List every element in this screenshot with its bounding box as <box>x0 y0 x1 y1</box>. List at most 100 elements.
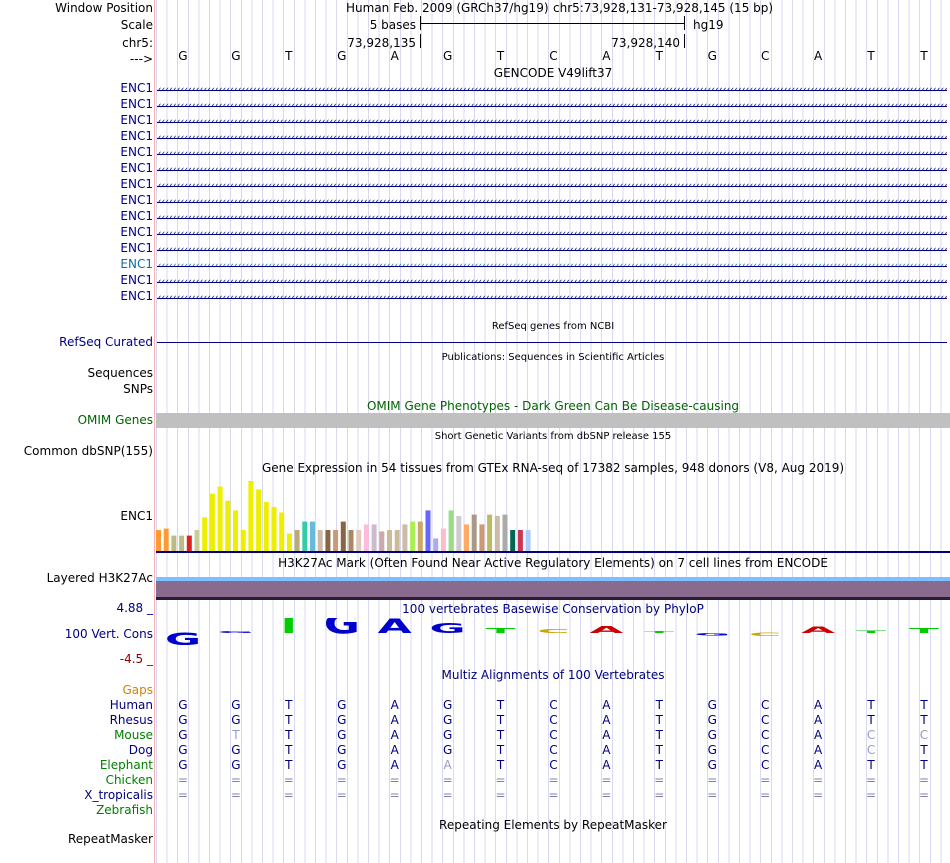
gencode-transcript-label[interactable]: ENC1 <box>120 97 153 111</box>
gtex-gene-label[interactable]: ENC1 <box>120 509 153 523</box>
gtex-tissue-bar[interactable] <box>248 481 254 551</box>
gtex-tissue-bar[interactable] <box>333 530 339 551</box>
gtex-tissue-bar[interactable] <box>356 530 362 551</box>
gencode-transcript-label[interactable]: ENC1 <box>120 241 153 255</box>
gtex-tissue-bar[interactable] <box>464 524 469 551</box>
gtex-tissue-bar[interactable] <box>487 514 493 551</box>
repeatmasker-label[interactable]: RepeatMasker <box>67 832 153 846</box>
phylop-track-label[interactable]: 100 Vert. Cons <box>64 627 153 641</box>
gtex-tissue-bar[interactable] <box>217 486 223 551</box>
gtex-tissue-bar[interactable] <box>363 524 369 551</box>
species-label[interactable]: Rhesus <box>109 713 153 727</box>
gtex-tissue-bar[interactable] <box>348 530 354 551</box>
gtex-tissue-bar[interactable] <box>510 530 516 551</box>
gencode-transcript-strand[interactable]: ‹‹‹‹‹‹‹‹‹‹‹‹‹‹‹‹‹‹‹‹‹‹‹‹‹‹‹‹‹‹‹‹‹‹‹‹‹‹‹‹… <box>157 293 947 303</box>
gtex-tissue-bar[interactable] <box>286 533 292 552</box>
gencode-transcript-strand[interactable]: ‹‹‹‹‹‹‹‹‹‹‹‹‹‹‹‹‹‹‹‹‹‹‹‹‹‹‹‹‹‹‹‹‹‹‹‹‹‹‹‹… <box>157 229 947 239</box>
gtex-tissue-bar[interactable] <box>379 531 385 551</box>
snps-label[interactable]: SNPs <box>123 382 153 396</box>
gencode-transcript-label[interactable]: ENC1 <box>120 193 153 207</box>
gtex-tissue-bar[interactable] <box>233 510 238 551</box>
gtex-tissue-bar[interactable] <box>410 521 416 551</box>
gtex-tissue-bar[interactable] <box>256 489 262 551</box>
gtex-tissue-bar[interactable] <box>240 530 246 551</box>
gtex-bar-chart[interactable] <box>156 476 950 554</box>
gencode-transcript-strand[interactable]: ‹‹‹‹‹‹‹‹‹‹‹‹‹‹‹‹‹‹‹‹‹‹‹‹‹‹‹‹‹‹‹‹‹‹‹‹‹‹‹‹… <box>157 101 947 111</box>
gencode-transcript-label[interactable]: ENC1 <box>120 129 153 143</box>
gtex-tissue-bar[interactable] <box>417 521 423 551</box>
gtex-tissue-bar[interactable] <box>194 530 200 551</box>
gtex-tissue-bar[interactable] <box>440 528 446 551</box>
gencode-transcript-label[interactable]: ENC1 <box>120 289 153 303</box>
species-label[interactable]: Elephant <box>99 758 153 772</box>
gencode-transcript-label[interactable]: ENC1 <box>120 273 153 287</box>
gencode-transcript-label[interactable]: ENC1 <box>120 145 153 159</box>
gtex-tissue-bar[interactable] <box>271 506 277 551</box>
sequences-label[interactable]: Sequences <box>87 366 153 380</box>
species-label[interactable]: Mouse <box>114 728 153 742</box>
gtex-tissue-bar[interactable] <box>202 517 208 551</box>
gtex-tissue-bar[interactable] <box>502 514 508 551</box>
gtex-tissue-bar[interactable] <box>163 528 169 551</box>
species-label[interactable]: Zebrafish <box>96 803 153 817</box>
strand-label[interactable]: ---> <box>129 52 153 66</box>
gencode-transcript-label[interactable]: ENC1 <box>120 81 153 95</box>
gtex-tissue-bar[interactable] <box>425 510 431 551</box>
gencode-transcript-strand[interactable]: ‹‹‹‹‹‹‹‹‹‹‹‹‹‹‹‹‹‹‹‹‹‹‹‹‹‹‹‹‹‹‹‹‹‹‹‹‹‹‹‹… <box>157 181 947 191</box>
gtex-tissue-bar[interactable] <box>471 514 477 551</box>
gtex-tissue-bar[interactable] <box>186 535 192 551</box>
gtex-tissue-bar[interactable] <box>448 510 454 551</box>
gtex-tissue-bar[interactable] <box>494 516 500 551</box>
gtex-tissue-bar[interactable] <box>209 493 215 551</box>
gtex-tissue-bar[interactable] <box>340 521 346 551</box>
gtex-tissue-bar[interactable] <box>517 530 523 551</box>
gtex-tissue-bar[interactable] <box>387 530 392 551</box>
gtex-tissue-bar[interactable] <box>294 530 300 551</box>
refseq-gene-line[interactable] <box>157 342 947 343</box>
gencode-transcript-label[interactable]: ENC1 <box>120 257 153 271</box>
gencode-transcript-strand[interactable]: ‹‹‹‹‹‹‹‹‹‹‹‹‹‹‹‹‹‹‹‹‹‹‹‹‹‹‹‹‹‹‹‹‹‹‹‹‹‹‹‹… <box>157 117 947 127</box>
gtex-tissue-bar[interactable] <box>171 535 177 551</box>
gencode-transcript-label[interactable]: ENC1 <box>120 209 153 223</box>
gencode-transcript-label[interactable]: ENC1 <box>120 225 153 239</box>
gtex-tissue-bar[interactable] <box>263 502 269 551</box>
gtex-tissue-bar[interactable] <box>179 535 185 551</box>
gencode-transcript-label[interactable]: ENC1 <box>120 113 153 127</box>
gaps-label[interactable]: Gaps <box>122 683 153 697</box>
gtex-tissue-bar[interactable] <box>225 500 231 551</box>
h3k27ac-signal-top[interactable] <box>156 577 950 581</box>
gtex-tissue-bar[interactable] <box>156 530 161 551</box>
gencode-transcript-strand[interactable]: ‹‹‹‹‹‹‹‹‹‹‹‹‹‹‹‹‹‹‹‹‹‹‹‹‹‹‹‹‹‹‹‹‹‹‹‹‹‹‹‹… <box>157 133 947 143</box>
gencode-transcript-strand[interactable]: ‹‹‹‹‹‹‹‹‹‹‹‹‹‹‹‹‹‹‹‹‹‹‹‹‹‹‹‹‹‹‹‹‹‹‹‹‹‹‹‹… <box>157 165 947 175</box>
species-label[interactable]: Dog <box>128 743 153 757</box>
gtex-tissue-bar[interactable] <box>279 512 285 552</box>
layered-h3k27ac-label[interactable]: Layered H3K27Ac <box>46 571 153 585</box>
species-label[interactable]: X_tropicalis <box>84 788 153 802</box>
phylop-logo[interactable]: G G T G A G T C A TG C A T T <box>156 618 950 648</box>
gencode-transcript-label[interactable]: ENC1 <box>120 177 153 191</box>
common-dbsnp-label[interactable]: Common dbSNP(155) <box>23 444 153 458</box>
refseq-curated-label[interactable]: RefSeq Curated <box>59 335 153 349</box>
gencode-transcript-strand[interactable]: ‹‹‹‹‹‹‹‹‹‹‹‹‹‹‹‹‹‹‹‹‹‹‹‹‹‹‹‹‹‹‹‹‹‹‹‹‹‹‹‹… <box>157 213 947 223</box>
species-label[interactable]: Chicken <box>105 773 153 787</box>
gencode-transcript-label[interactable]: ENC1 <box>120 161 153 175</box>
gtex-tissue-bar[interactable] <box>325 530 331 551</box>
gtex-tissue-bar[interactable] <box>525 530 531 551</box>
gtex-tissue-bar[interactable] <box>371 524 377 551</box>
gtex-tissue-bar[interactable] <box>433 538 439 551</box>
gtex-tissue-bar[interactable] <box>402 524 408 551</box>
gtex-tissue-bar[interactable] <box>456 516 462 551</box>
omim-genes-label[interactable]: OMIM Genes <box>77 413 153 427</box>
omim-gene-bar[interactable] <box>156 413 950 428</box>
gtex-tissue-bar[interactable] <box>317 530 323 551</box>
gencode-transcript-strand[interactable]: ‹‹‹‹‹‹‹‹‹‹‹‹‹‹‹‹‹‹‹‹‹‹‹‹‹‹‹‹‹‹‹‹‹‹‹‹‹‹‹‹… <box>157 261 947 271</box>
gtex-tissue-bar[interactable] <box>302 521 308 551</box>
gtex-tissue-bar[interactable] <box>394 530 400 551</box>
gencode-transcript-strand[interactable]: ‹‹‹‹‹‹‹‹‹‹‹‹‹‹‹‹‹‹‹‹‹‹‹‹‹‹‹‹‹‹‹‹‹‹‹‹‹‹‹‹… <box>157 85 947 95</box>
gtex-tissue-bar[interactable] <box>479 524 485 551</box>
gencode-transcript-strand[interactable]: ‹‹‹‹‹‹‹‹‹‹‹‹‹‹‹‹‹‹‹‹‹‹‹‹‹‹‹‹‹‹‹‹‹‹‹‹‹‹‹‹… <box>157 245 947 255</box>
h3k27ac-signal-layers[interactable] <box>156 581 950 597</box>
gencode-transcript-strand[interactable]: ‹‹‹‹‹‹‹‹‹‹‹‹‹‹‹‹‹‹‹‹‹‹‹‹‹‹‹‹‹‹‹‹‹‹‹‹‹‹‹‹… <box>157 277 947 287</box>
gtex-tissue-bar[interactable] <box>310 521 315 551</box>
